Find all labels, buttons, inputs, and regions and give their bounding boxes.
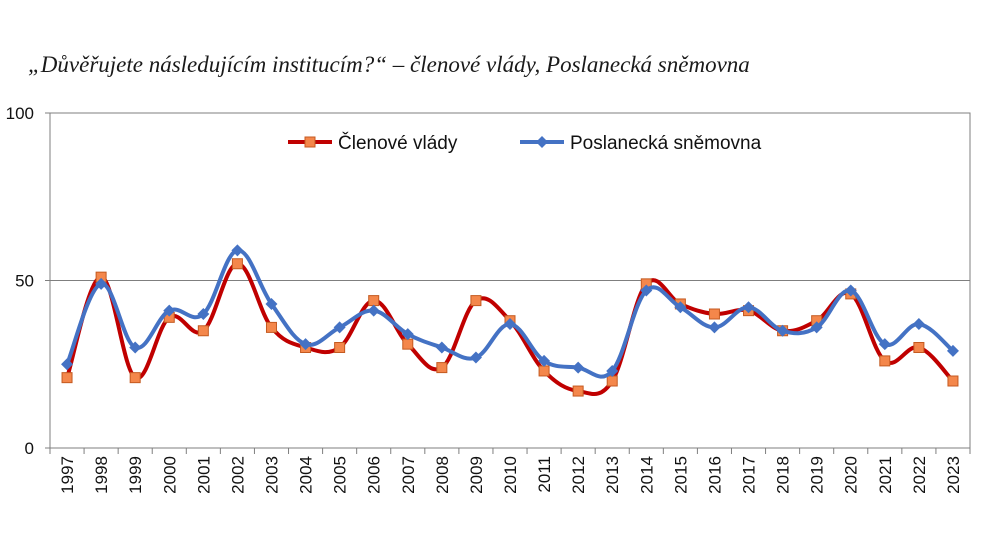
axis-layer: 0 50 100 1997 1998 1999 2000 2001 2002 2003 2004 20…: [6, 104, 971, 494]
data-point-series1: [334, 342, 346, 353]
x-tick-label: 2017: [740, 456, 759, 494]
data-point-series1: [470, 295, 482, 307]
x-tick-label: 2019: [808, 456, 827, 494]
series-layer: [61, 244, 959, 397]
x-tick-label: 2011: [535, 456, 554, 493]
data-point-series1: [572, 385, 584, 397]
data-point-series2: [61, 358, 74, 371]
data-point-series1: [231, 258, 243, 270]
x-tick-label: 2002: [228, 456, 247, 494]
legend-marker-series2: [536, 136, 548, 148]
data-point-series1: [265, 321, 277, 333]
x-tick-label: 2022: [910, 456, 929, 494]
legend-label-series1: Členové vlády: [338, 132, 458, 154]
data-point-series1: [947, 375, 959, 387]
data-point-series1: [197, 325, 209, 337]
data-point-series2: [435, 341, 448, 354]
data-point-series1: [913, 342, 925, 353]
x-tick-label: 2013: [603, 456, 622, 494]
x-tick-label: 2021: [876, 456, 895, 494]
x-tick-label: 2003: [262, 456, 281, 494]
data-point-series2: [504, 318, 516, 331]
data-point-series2: [674, 301, 687, 314]
x-tick-label: 2005: [331, 456, 350, 494]
data-point-series2: [231, 244, 244, 257]
data-point-series2: [401, 328, 414, 341]
x-tick-label: 1997: [58, 456, 77, 494]
data-point-series2: [776, 324, 789, 337]
y-tick-label: 50: [15, 272, 34, 291]
data-point-series1: [879, 355, 891, 367]
x-tick-label: 2015: [671, 456, 690, 494]
x-tick-label: 2008: [433, 456, 452, 494]
x-tick-label: 2006: [365, 456, 384, 494]
data-point-series2: [946, 344, 959, 357]
grid-layer: [49, 112, 971, 449]
x-tick-label: 2004: [297, 456, 316, 494]
x-tick-label: 2000: [160, 456, 179, 494]
legend-marker-series1: [304, 136, 316, 148]
x-tick-label: 2018: [774, 456, 793, 494]
data-point-series2: [129, 341, 142, 354]
data-point-series2: [538, 354, 551, 367]
data-point-series2: [469, 351, 482, 364]
legend: Členové vlády Poslanecká sněmovna: [288, 132, 762, 154]
data-point-series1: [129, 372, 141, 384]
data-point-series2: [572, 361, 585, 374]
x-tick-label: 2010: [501, 456, 520, 494]
data-point-series1: [436, 362, 448, 374]
x-tick-label: 2023: [944, 456, 963, 494]
data-point-series2: [810, 321, 823, 334]
data-point-series2: [367, 304, 380, 317]
x-tick-label: 2014: [637, 456, 656, 494]
x-tick-label: 2016: [705, 456, 724, 494]
legend-label-series2: Poslanecká sněmovna: [570, 133, 762, 154]
y-tick-label: 100: [6, 104, 34, 123]
data-point-series2: [878, 338, 891, 351]
data-point-series1: [61, 372, 73, 384]
data-point-series1: [708, 308, 720, 320]
x-tick-label: 1998: [92, 456, 111, 494]
data-point-series2: [844, 284, 857, 297]
data-point-series2: [606, 364, 619, 377]
chart-title: „Důvěřujete následujícím institucím?“ – …: [28, 52, 750, 77]
data-point-series2: [95, 277, 108, 290]
data-point-series2: [708, 321, 721, 334]
data-point-series2: [640, 284, 653, 297]
x-tick-label: 2009: [467, 456, 486, 494]
data-point-series1: [402, 338, 414, 350]
data-point-series2: [265, 297, 278, 310]
x-tick-label: 2007: [399, 456, 418, 494]
data-point-series1: [606, 375, 618, 387]
x-tick-label: 2020: [842, 456, 861, 494]
data-point-series1: [538, 365, 550, 377]
data-point-series2: [742, 301, 755, 314]
data-point-series2: [197, 308, 210, 320]
data-point-series2: [333, 321, 346, 334]
data-point-series2: [299, 338, 312, 351]
x-tick-label: 1999: [126, 456, 145, 494]
x-tick-label: 2012: [569, 456, 588, 494]
data-point-series2: [912, 318, 925, 331]
data-point-series1: [368, 295, 380, 307]
y-tick-label: 0: [25, 439, 34, 458]
x-tick-label: 2001: [194, 456, 213, 494]
data-point-series2: [163, 304, 176, 317]
